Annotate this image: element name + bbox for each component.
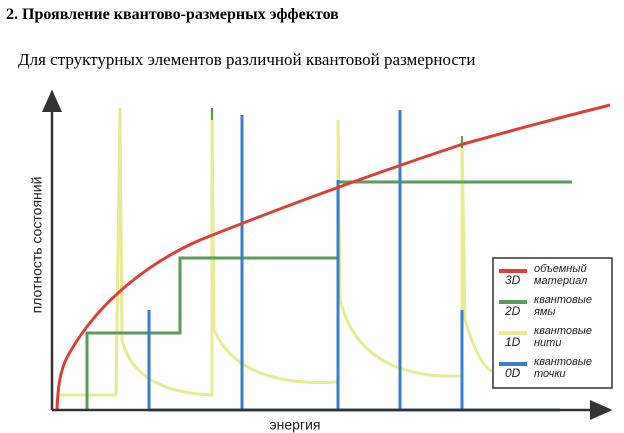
heading: 2. Проявление квантово-размерных эффекто… <box>6 6 339 23</box>
subheading: Для структурных элементов различной кван… <box>18 50 476 69</box>
legend-dim: 0D <box>505 366 521 380</box>
legend-label: точки <box>534 368 566 380</box>
legend-dim: 1D <box>505 335 521 349</box>
curve-1d <box>57 107 496 397</box>
x-axis-label: энергия <box>270 417 321 433</box>
legend-label: квантовые <box>534 294 592 306</box>
legend-label: материал <box>534 275 587 287</box>
legend-label: квантовые <box>534 325 592 337</box>
legend-label: объемный <box>534 263 587 275</box>
curve-3d <box>55 103 611 411</box>
legend: 3Dобъемныйматериал2Dквантовыеямы1Dкванто… <box>492 257 613 389</box>
curve-0d <box>147 110 560 412</box>
legend-label: нити <box>534 337 561 349</box>
curve-2d <box>85 108 572 410</box>
legend-label: квантовые <box>534 356 592 368</box>
legend-label: ямы <box>533 306 556 318</box>
legend-dim: 2D <box>504 304 521 318</box>
legend-box <box>492 257 613 389</box>
y-axis-label: плотность состояний <box>29 177 45 314</box>
curves <box>55 103 611 412</box>
legend-dim: 3D <box>505 273 521 287</box>
